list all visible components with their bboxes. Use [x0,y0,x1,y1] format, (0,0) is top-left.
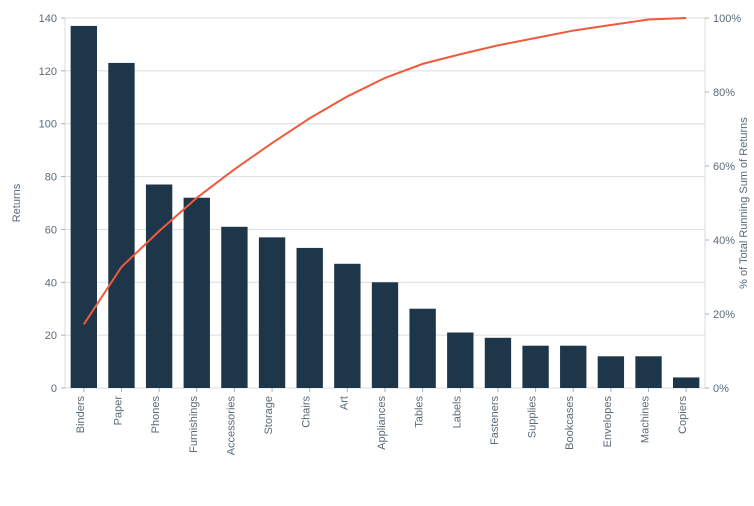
bar [447,333,473,389]
y-right-tick-label: 40% [713,235,735,247]
bar [485,338,511,388]
bar [409,309,435,388]
x-tick-label: Copiers [677,396,689,434]
x-tick-label: Paper [112,396,124,426]
bar [522,346,548,388]
y-left-tick-label: 80 [45,172,57,184]
bar [259,237,285,388]
bar [635,356,661,388]
bar [184,198,210,388]
bar [334,264,360,388]
bar [598,356,624,388]
x-tick-label: Accessories [225,396,237,456]
y-right-tick-label: 100% [713,13,741,25]
bars [71,26,700,388]
y-left-axis: 0 20 40 60 80 100 120 140 [39,13,65,395]
y-right-tick-label: 0% [713,383,729,395]
x-tick-label: Supplies [527,396,539,439]
y-left-tick-label: 120 [39,66,57,78]
y-left-tick-label: 100 [39,119,57,131]
pareto-chart: 0 20 40 60 80 100 120 140 0% 20% 40% 60% 80% 100% Bind… [0,0,754,506]
x-axis: Binders Paper Phones Furnishings Accessories… [75,388,689,455]
x-tick-label: Fasteners [489,396,501,445]
x-tick-label: Art [338,396,350,410]
y-right-axis: 0% 20% 40% 60% 80% 100% [705,13,741,395]
y-right-tick-label: 20% [713,309,735,321]
x-tick-label: Furnishings [188,396,200,453]
x-tick-label: Tables [414,396,426,428]
bar [71,26,97,388]
x-tick-label: Storage [263,396,275,435]
y-left-tick-label: 0 [51,383,57,395]
x-tick-label: Machines [640,396,652,444]
bar [297,248,323,388]
bar [673,377,699,388]
y-left-tick-label: 140 [39,13,57,25]
bar [372,282,398,388]
x-tick-label: Appliances [376,396,388,450]
chart-svg: 0 20 40 60 80 100 120 140 0% 20% 40% 60% 80% 100% Bind… [0,0,754,506]
x-tick-label: Binders [75,396,87,434]
bar [108,63,134,388]
y-left-tick-label: 20 [45,330,57,342]
y-right-tick-label: 60% [713,161,735,173]
y-right-title: % of Total Running Sum of Returns [738,117,750,289]
x-tick-label: Bookcases [564,396,576,450]
cumulative-line [84,18,686,324]
bar [221,227,247,388]
y-right-tick-label: 80% [713,87,735,99]
y-left-tick-label: 60 [45,224,57,236]
x-tick-label: Envelopes [602,396,614,448]
y-left-tick-label: 40 [45,277,57,289]
x-tick-label: Labels [451,396,463,429]
x-tick-label: Phones [150,396,162,434]
y-left-title: Returns [11,183,23,222]
bar [560,346,586,388]
x-tick-label: Chairs [301,396,313,428]
bar [146,185,172,389]
